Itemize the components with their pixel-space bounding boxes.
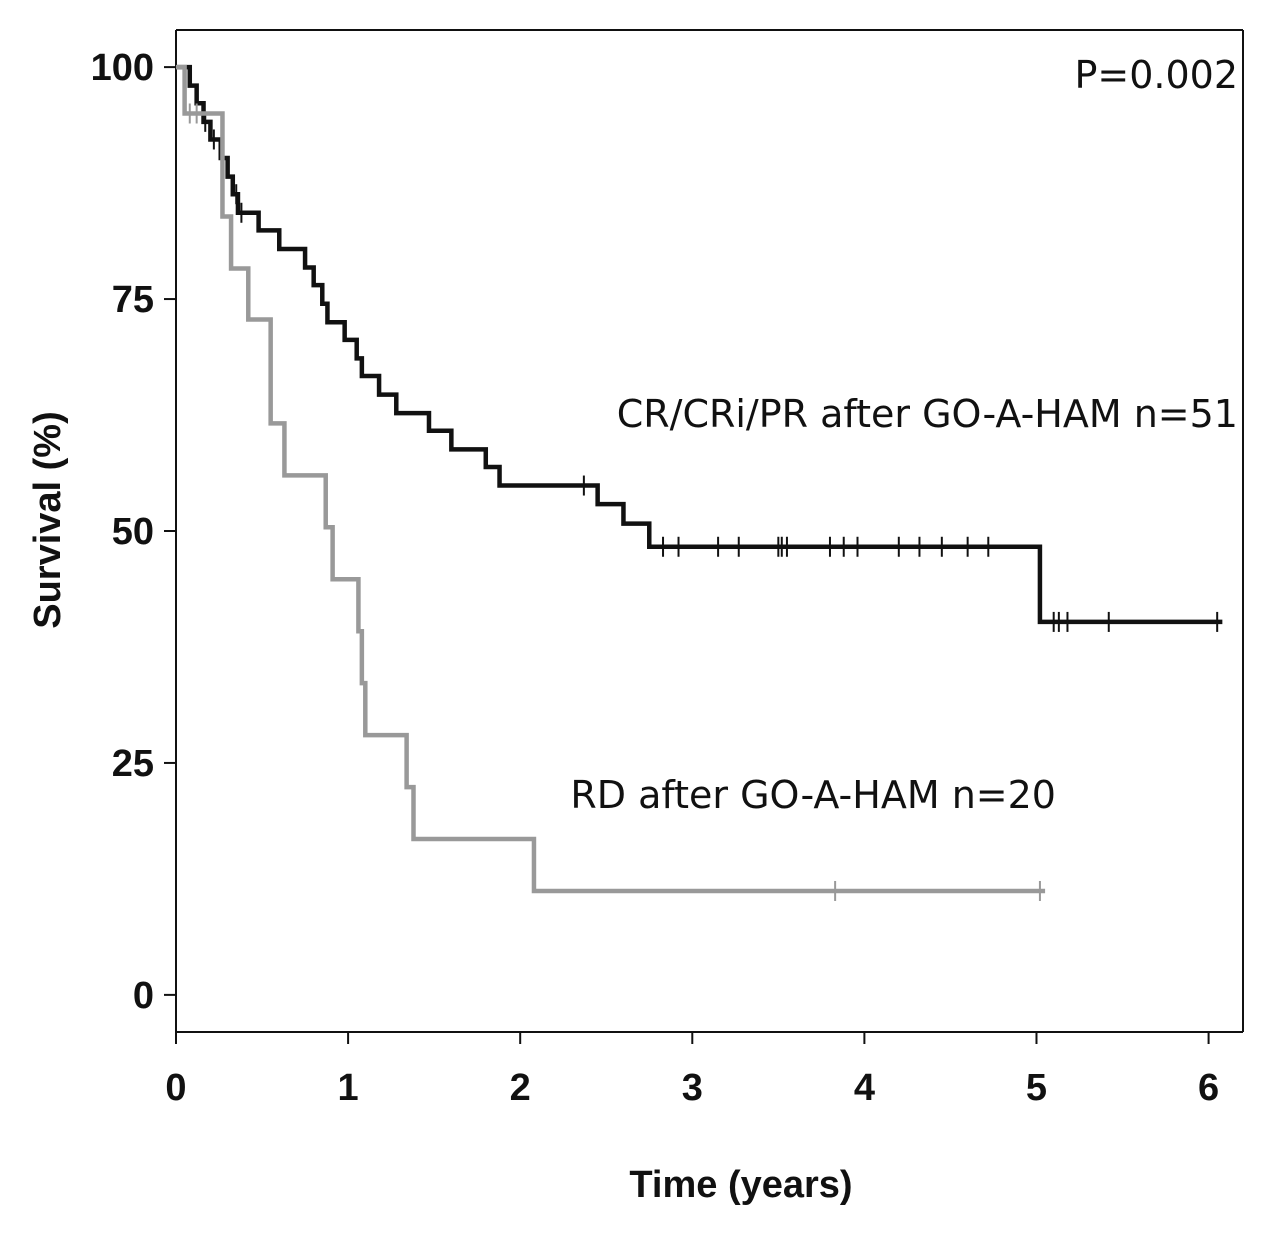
x-tick-label-3: 3: [682, 1067, 703, 1109]
x-tick-label-4: 4: [854, 1067, 875, 1109]
y-tick-label-75: 75: [112, 279, 154, 321]
axis-ticks: 0 25 50 75 100 0 1 2 3 4 5 6: [91, 47, 1220, 1109]
y-tick-label-25: 25: [112, 743, 154, 785]
p-value-annotation: P=0.002: [1074, 53, 1238, 97]
series-layer: [176, 64, 1223, 901]
y-tick-label-100: 100: [91, 47, 154, 89]
x-tick-label-1: 1: [338, 1067, 359, 1109]
series-label-rd: RD after GO-A-HAM n=20: [570, 773, 1056, 817]
series-line-1: [176, 64, 1046, 894]
series-label-cr: CR/CRi/PR after GO-A-HAM n=51: [617, 392, 1238, 436]
x-tick-label-5: 5: [1026, 1067, 1047, 1109]
y-axis-title: Survival (%): [27, 411, 69, 629]
x-tick-label-6: 6: [1198, 1067, 1219, 1109]
x-tick-label-2: 2: [510, 1067, 531, 1109]
y-tick-label-0: 0: [133, 975, 154, 1017]
x-axis-title: Time (years): [629, 1164, 852, 1206]
y-tick-label-50: 50: [112, 511, 154, 553]
x-tick-label-0: 0: [165, 1067, 186, 1109]
